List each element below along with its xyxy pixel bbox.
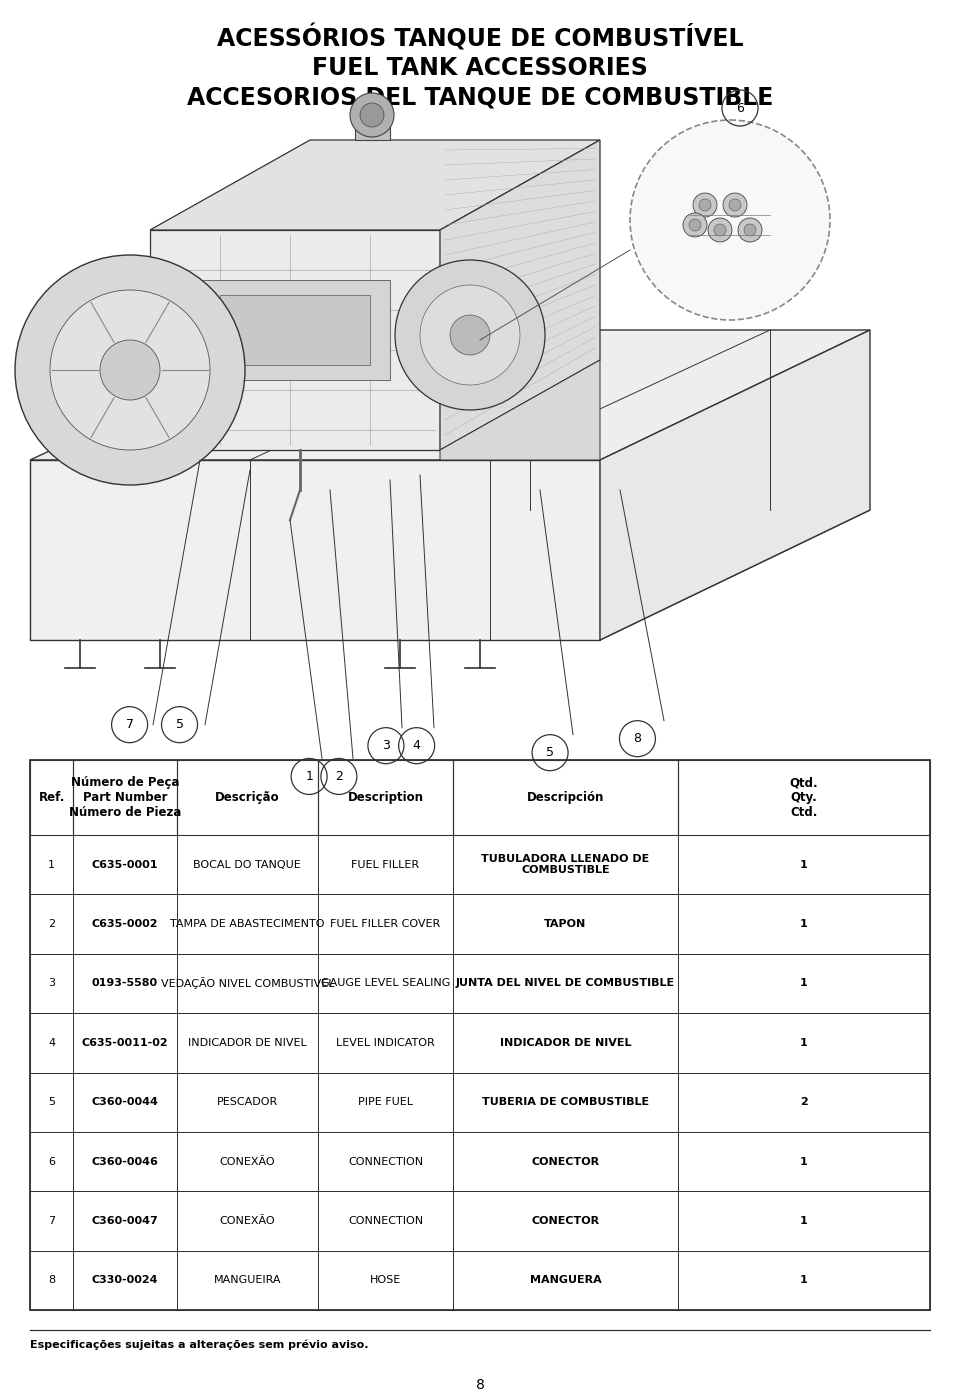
Text: CONEXÃO: CONEXÃO bbox=[220, 1216, 276, 1226]
Text: C635-0001: C635-0001 bbox=[92, 860, 158, 870]
Text: TAMPA DE ABASTECIMENTO: TAMPA DE ABASTECIMENTO bbox=[170, 919, 324, 929]
Text: C360-0047: C360-0047 bbox=[91, 1216, 158, 1226]
Text: 1: 1 bbox=[800, 1276, 808, 1286]
Circle shape bbox=[100, 340, 160, 400]
Text: 4: 4 bbox=[413, 739, 420, 753]
Text: FUEL FILLER: FUEL FILLER bbox=[351, 860, 420, 870]
Text: 6: 6 bbox=[736, 102, 744, 115]
Text: 4: 4 bbox=[48, 1038, 55, 1048]
Polygon shape bbox=[30, 330, 870, 460]
Text: C360-0046: C360-0046 bbox=[91, 1157, 158, 1167]
Circle shape bbox=[708, 218, 732, 242]
Circle shape bbox=[744, 224, 756, 236]
Text: TUBULADORA LLENADO DE
COMBUSTIBLE: TUBULADORA LLENADO DE COMBUSTIBLE bbox=[481, 853, 650, 876]
Text: PESCADOR: PESCADOR bbox=[217, 1097, 278, 1107]
Text: Descripción: Descripción bbox=[527, 790, 604, 804]
Text: 5: 5 bbox=[48, 1097, 55, 1107]
Text: FUEL TANK ACCESSORIES: FUEL TANK ACCESSORIES bbox=[312, 56, 648, 80]
Text: 8: 8 bbox=[475, 1378, 485, 1392]
Text: TAPON: TAPON bbox=[544, 919, 587, 929]
Circle shape bbox=[723, 193, 747, 217]
Text: C360-0044: C360-0044 bbox=[91, 1097, 158, 1107]
Text: CONNECTION: CONNECTION bbox=[348, 1216, 423, 1226]
Circle shape bbox=[395, 260, 545, 410]
Circle shape bbox=[738, 218, 762, 242]
Polygon shape bbox=[150, 140, 600, 229]
Circle shape bbox=[50, 290, 210, 450]
Circle shape bbox=[714, 224, 726, 236]
Circle shape bbox=[630, 120, 830, 320]
Text: 5: 5 bbox=[176, 718, 183, 732]
Text: 1: 1 bbox=[800, 1216, 808, 1226]
Polygon shape bbox=[200, 280, 390, 381]
Polygon shape bbox=[30, 511, 870, 639]
Circle shape bbox=[729, 199, 741, 211]
Text: 7: 7 bbox=[126, 718, 133, 732]
Text: CONECTOR: CONECTOR bbox=[532, 1157, 600, 1167]
Text: LEVEL INDICATOR: LEVEL INDICATOR bbox=[336, 1038, 435, 1048]
Text: 1: 1 bbox=[800, 860, 808, 870]
Text: MANGUEIRA: MANGUEIRA bbox=[214, 1276, 281, 1286]
Text: CONEXÃO: CONEXÃO bbox=[220, 1157, 276, 1167]
Circle shape bbox=[693, 193, 717, 217]
Text: 1: 1 bbox=[48, 860, 55, 870]
Text: 1: 1 bbox=[800, 978, 808, 989]
Polygon shape bbox=[150, 229, 440, 450]
Polygon shape bbox=[220, 295, 370, 365]
Circle shape bbox=[350, 92, 394, 137]
Text: INDICADOR DE NIVEL: INDICADOR DE NIVEL bbox=[500, 1038, 632, 1048]
Circle shape bbox=[420, 285, 520, 385]
Text: Número de Peça
Part Number
Número de Pieza: Número de Peça Part Number Número de Pie… bbox=[69, 776, 181, 818]
Text: VEDAÇÃO NIVEL COMBUSTIVEL: VEDAÇÃO NIVEL COMBUSTIVEL bbox=[160, 978, 334, 989]
Text: TUBERIA DE COMBUSTIBLE: TUBERIA DE COMBUSTIBLE bbox=[482, 1097, 649, 1107]
Text: 5: 5 bbox=[546, 746, 554, 760]
Circle shape bbox=[699, 199, 711, 211]
Circle shape bbox=[683, 213, 707, 236]
Text: ACCESORIOS DEL TANQUE DE COMBUSTIBLE: ACCESORIOS DEL TANQUE DE COMBUSTIBLE bbox=[187, 85, 773, 111]
Text: C330-0024: C330-0024 bbox=[92, 1276, 158, 1286]
Text: CONECTOR: CONECTOR bbox=[532, 1216, 600, 1226]
Text: 1: 1 bbox=[800, 919, 808, 929]
Text: 7: 7 bbox=[48, 1216, 55, 1226]
Circle shape bbox=[450, 315, 490, 355]
Text: C635-0011-02: C635-0011-02 bbox=[82, 1038, 168, 1048]
Circle shape bbox=[360, 104, 384, 127]
Text: Description: Description bbox=[348, 790, 423, 804]
Circle shape bbox=[689, 220, 701, 231]
Text: 2: 2 bbox=[335, 769, 343, 783]
Text: INDICADOR DE NIVEL: INDICADOR DE NIVEL bbox=[188, 1038, 307, 1048]
Text: 1: 1 bbox=[800, 1038, 808, 1048]
Text: Especificações sujeitas a alterações sem prévio aviso.: Especificações sujeitas a alterações sem… bbox=[30, 1340, 369, 1350]
Text: Descrição: Descrição bbox=[215, 790, 279, 804]
Text: PIPE FUEL: PIPE FUEL bbox=[358, 1097, 413, 1107]
Text: JUNTA DEL NIVEL DE COMBUSTIBLE: JUNTA DEL NIVEL DE COMBUSTIBLE bbox=[456, 978, 675, 989]
Polygon shape bbox=[30, 460, 600, 639]
Text: C635-0002: C635-0002 bbox=[92, 919, 158, 929]
Text: ACESSÓRIOS TANQUE DE COMBUSTÍVEL: ACESSÓRIOS TANQUE DE COMBUSTÍVEL bbox=[217, 25, 743, 52]
Polygon shape bbox=[440, 360, 600, 460]
Circle shape bbox=[15, 255, 245, 485]
Polygon shape bbox=[355, 120, 390, 140]
Text: 2: 2 bbox=[48, 919, 55, 929]
Polygon shape bbox=[440, 140, 600, 450]
Text: FUEL FILLER COVER: FUEL FILLER COVER bbox=[330, 919, 441, 929]
Polygon shape bbox=[600, 330, 870, 639]
Text: MANGUERA: MANGUERA bbox=[530, 1276, 601, 1286]
Text: HOSE: HOSE bbox=[370, 1276, 401, 1286]
Text: Ref.: Ref. bbox=[38, 790, 64, 804]
Text: 8: 8 bbox=[48, 1276, 55, 1286]
Text: Qtd.
Qty.
Ctd.: Qtd. Qty. Ctd. bbox=[790, 776, 818, 818]
Text: GAUGE LEVEL SEALING: GAUGE LEVEL SEALING bbox=[321, 978, 450, 989]
Text: 2: 2 bbox=[800, 1097, 808, 1107]
Text: 3: 3 bbox=[382, 739, 390, 753]
Text: 3: 3 bbox=[48, 978, 55, 989]
Text: CONNECTION: CONNECTION bbox=[348, 1157, 423, 1167]
Text: 8: 8 bbox=[634, 732, 641, 746]
Text: 1: 1 bbox=[800, 1157, 808, 1167]
Text: 1: 1 bbox=[305, 769, 313, 783]
Text: 6: 6 bbox=[48, 1157, 55, 1167]
Text: 0193-5580: 0193-5580 bbox=[92, 978, 158, 989]
Text: BOCAL DO TANQUE: BOCAL DO TANQUE bbox=[194, 860, 301, 870]
